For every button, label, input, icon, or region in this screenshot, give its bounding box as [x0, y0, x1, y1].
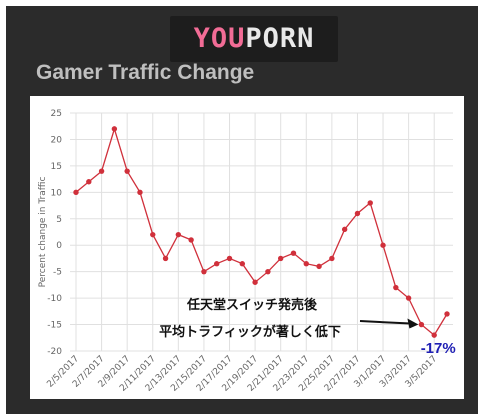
data-point: [73, 189, 79, 196]
data-point: [137, 189, 143, 196]
data-point: [150, 231, 156, 238]
y-tick-label: -10: [47, 294, 62, 304]
data-point: [418, 321, 425, 328]
logo-part-you: YOU: [193, 23, 246, 54]
data-point: [303, 261, 309, 267]
annotation-arrow-shaft: [359, 320, 411, 325]
data-point: [252, 279, 258, 285]
data-point: [444, 311, 450, 317]
data-point: [86, 179, 92, 185]
dark-panel: YOUPORN Gamer Traffic Change 25 20 15 10 5 0 -…: [6, 6, 478, 414]
logo-wordmark: YOUPORN: [170, 16, 338, 62]
data-point: [214, 261, 220, 267]
chart-area: 25 20 15 10 5 0 -5 -10 -15 -20 2/5/2017 2/7/2017 2/9…: [30, 96, 464, 399]
data-point: [111, 126, 118, 132]
series-line: [75, 126, 448, 337]
chart-title: Gamer Traffic Change: [36, 61, 255, 84]
y-axis-label: Percent change in Traffic: [38, 177, 48, 288]
data-point: [226, 255, 233, 262]
y-tick-label: 0: [56, 241, 62, 251]
data-point: [354, 210, 361, 217]
data-point: [175, 231, 182, 238]
data-point: [265, 268, 271, 275]
data-point: [393, 284, 399, 291]
data-point: [290, 250, 297, 256]
y-tick-label: -5: [53, 268, 62, 278]
annotation-value: -17%: [421, 340, 456, 357]
data-point: [124, 168, 130, 174]
data-point: [277, 255, 284, 262]
annotation-arrow-head: [407, 318, 419, 329]
data-point: [329, 255, 335, 262]
site-logo: YOUPORN: [170, 16, 338, 62]
annotation-line-1: 任天堂スイッチ発売後: [186, 297, 318, 313]
line-chart: 2520151050-5-10-15-202/5/20172/7/20172/9…: [38, 109, 456, 394]
y-tick-label: 25: [51, 109, 62, 119]
logo-part-porn: PORN: [245, 23, 315, 54]
annotation-line-2: 平均トラフィックが著しく低下: [159, 324, 341, 340]
data-point: [431, 332, 437, 338]
data-point: [405, 295, 412, 301]
data-point: [201, 268, 207, 275]
data-point: [380, 242, 386, 248]
y-tick-label: 5: [56, 215, 62, 225]
y-tick-label: 20: [51, 135, 63, 145]
data-point: [316, 263, 322, 270]
y-tick-label: -20: [47, 347, 62, 357]
y-tick-label: 10: [51, 188, 63, 198]
y-tick-label: 15: [51, 162, 62, 172]
y-tick-label: -15: [47, 321, 62, 331]
data-point: [98, 168, 105, 174]
data-point: [367, 200, 373, 206]
data-point: [188, 237, 194, 243]
data-point: [162, 255, 169, 262]
data-point: [239, 261, 246, 267]
data-point: [341, 226, 348, 233]
